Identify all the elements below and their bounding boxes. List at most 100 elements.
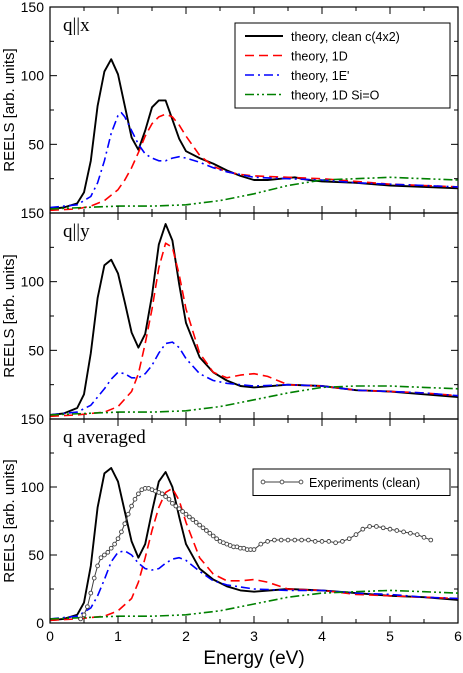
- data-point: [353, 532, 359, 537]
- data-point: [312, 539, 318, 544]
- data-point: [183, 511, 189, 517]
- data-point: [367, 524, 372, 529]
- y-tick-label: 150: [21, 411, 45, 427]
- data-point: [207, 530, 213, 536]
- data-point: [173, 503, 179, 509]
- data-point: [299, 537, 304, 543]
- experiment-line: [80, 487, 431, 620]
- y-tick-label: 100: [21, 274, 45, 290]
- y-tick-label: 100: [21, 479, 45, 495]
- data-point: [408, 530, 413, 536]
- y-tick-label: 50: [28, 342, 44, 358]
- legend: theory, clean c(4x2) theory, 1D theory, 1E…: [234, 22, 451, 109]
- data-point: [170, 500, 175, 506]
- x-ticks: [49, 213, 459, 419]
- data-point: [346, 536, 352, 542]
- series-line: [49, 176, 459, 210]
- data-point: [306, 537, 311, 543]
- data-point: [108, 545, 114, 551]
- data-point: [180, 509, 185, 514]
- data-point: [119, 529, 124, 535]
- series-line: [49, 242, 459, 418]
- series-2: [49, 487, 459, 622]
- y-tick-label: 150: [21, 205, 45, 221]
- data-point: [272, 537, 277, 543]
- series-3: [49, 341, 459, 416]
- legend-entry: theory, clean c(4x2): [245, 30, 400, 44]
- data-point: [214, 536, 219, 542]
- data-point: [414, 532, 420, 537]
- data-point: [95, 563, 100, 569]
- panel-label: q||x: [63, 15, 90, 36]
- series-4: [49, 176, 459, 210]
- data-point: [112, 541, 117, 547]
- legend-marker: [279, 479, 285, 485]
- panel-3: 0 50 100 150 0 1 2 3 4 5 6 REELS [arb. units] q aver…: [1, 411, 462, 644]
- series-line: [49, 111, 459, 209]
- x-tick-label: 0: [46, 628, 54, 644]
- series-2: [49, 113, 459, 212]
- legend-entry: theory, 1D: [245, 50, 348, 64]
- panel-label: q averaged: [63, 427, 146, 448]
- data-point: [200, 525, 206, 531]
- data-point: [85, 604, 90, 610]
- legend: Experiments (clean): [252, 468, 451, 496]
- data-point: [159, 491, 165, 497]
- data-point: [187, 514, 192, 520]
- y-axis-label: REELS [arb. units]: [1, 459, 18, 582]
- legend-marker: [260, 479, 266, 485]
- y-tick-label: 50: [28, 136, 44, 152]
- data-point: [81, 612, 87, 618]
- data-point: [319, 539, 325, 544]
- panel-2: 50 100 150 REELS [arb. units] q||y: [1, 205, 459, 420]
- x-tick-label: 5: [386, 628, 394, 644]
- legend-label: theory, 1E': [291, 69, 349, 83]
- data-point: [105, 549, 111, 555]
- data-point: [204, 528, 209, 533]
- x-tick-label: 1: [114, 628, 122, 644]
- y-ticks: 50 100 150: [21, 0, 458, 214]
- data-point: [428, 537, 434, 543]
- data-point: [136, 491, 141, 497]
- legend-label: theory, 1D: [291, 50, 348, 64]
- data-point: [88, 590, 94, 596]
- data-point: [166, 496, 172, 502]
- data-point: [258, 541, 264, 547]
- data-point: [193, 520, 199, 525]
- legend-entry: theory, 1E': [245, 69, 349, 83]
- legend-label: Experiments (clean): [309, 476, 420, 490]
- panel-label: q||y: [63, 221, 90, 242]
- y-tick-label: 0: [36, 615, 44, 631]
- series-4: [49, 385, 459, 416]
- x-tick-label: 3: [250, 628, 258, 644]
- data-point: [115, 536, 121, 542]
- data-point: [163, 494, 168, 499]
- x-tick-label: 6: [454, 628, 462, 644]
- y-axis-label: REELS [arb. units]: [1, 48, 18, 171]
- data-point: [210, 533, 216, 539]
- data-point: [394, 528, 400, 533]
- data-point: [251, 547, 257, 552]
- y-tick-label: 150: [21, 0, 45, 15]
- data-point: [102, 552, 107, 558]
- series-3: [49, 550, 459, 620]
- data-point: [98, 555, 104, 561]
- series-5: [78, 486, 434, 622]
- legend-label: theory, clean c(4x2): [291, 30, 400, 44]
- data-point: [129, 503, 134, 509]
- legend-label: theory, 1D Si=O: [291, 89, 380, 103]
- data-point: [374, 524, 379, 529]
- series-line: [49, 385, 459, 416]
- legend-entry: Experiments (clean): [260, 476, 420, 490]
- data-point: [176, 506, 182, 512]
- data-point: [360, 526, 366, 532]
- x-tick-label: 4: [318, 628, 326, 644]
- data-point: [132, 496, 138, 502]
- y-tick-label: 50: [28, 547, 44, 563]
- y-axis-label: REELS [arb. units]: [1, 254, 18, 377]
- data-point: [122, 521, 128, 527]
- data-point: [333, 540, 338, 546]
- data-point: [278, 537, 284, 543]
